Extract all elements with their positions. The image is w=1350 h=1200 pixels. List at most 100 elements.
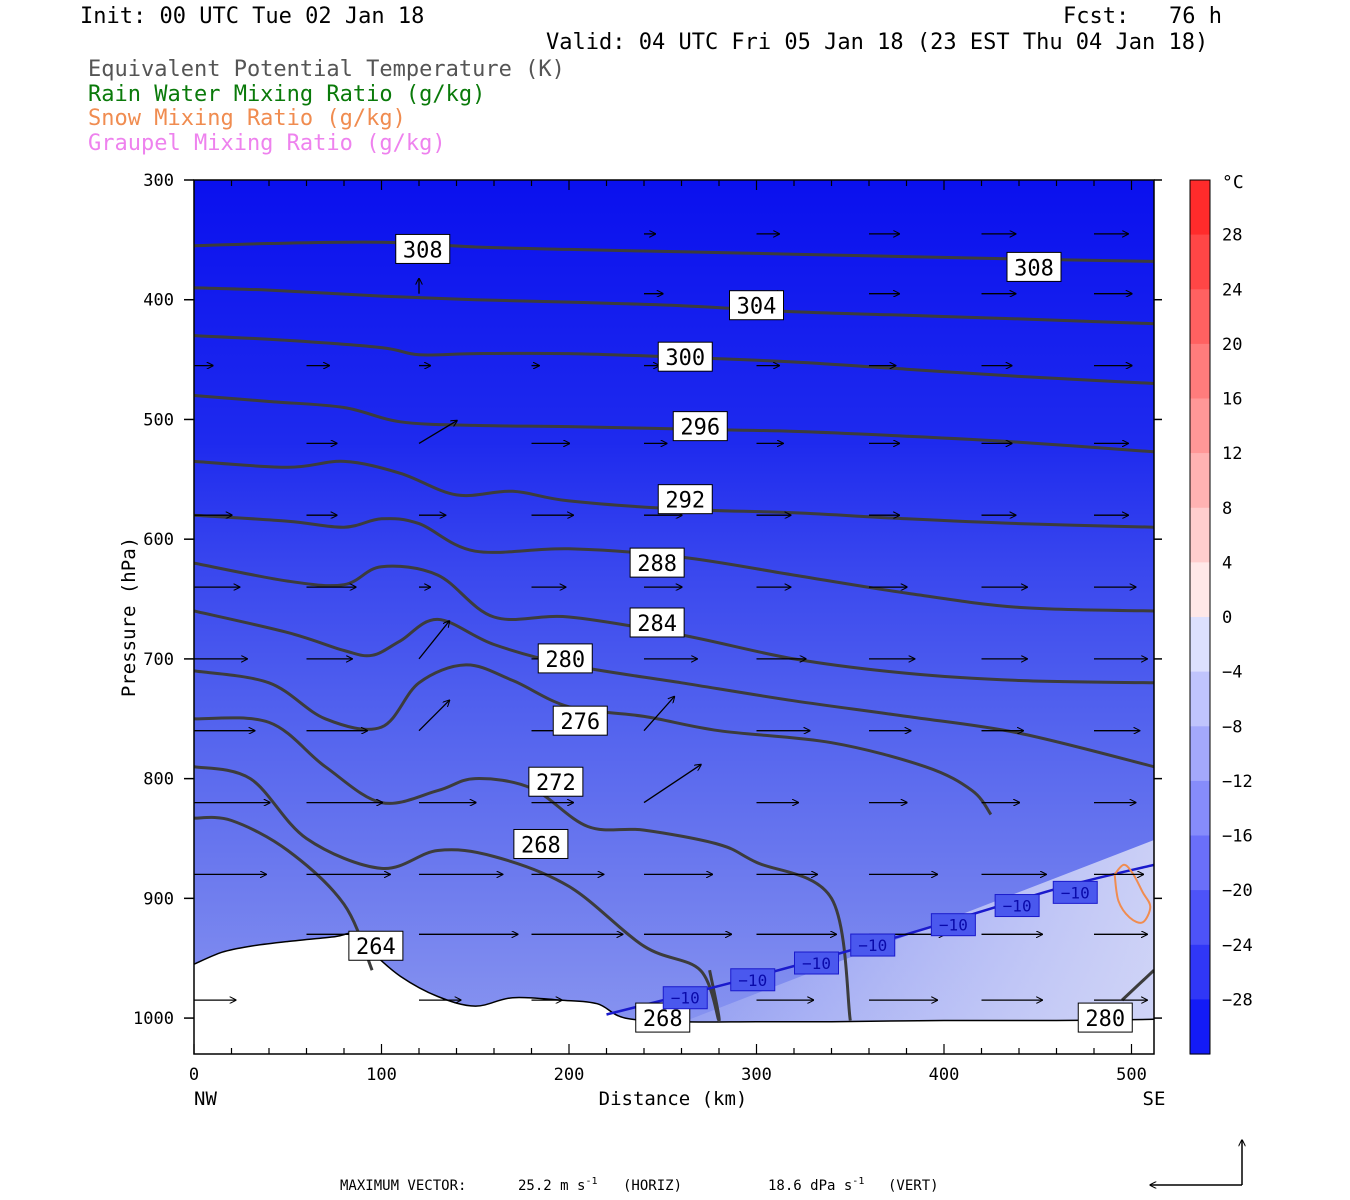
theta-e-label-box [348,930,404,961]
x-tick-label: 0 [189,1065,199,1085]
isotherm-label-text: −10 [858,936,887,955]
footer-horiz-value: 25.2 m s-1 [518,1176,597,1194]
colorbar-label: 20 [1222,335,1242,355]
theta-e-label: 284 [629,607,685,638]
y-tick-label: 700 [143,650,174,670]
colorbar-swatch [1190,726,1210,782]
theta-e-contour-268 [194,765,721,1022]
theta-e-contour-288 [194,513,1154,613]
y-tick-label: 900 [143,889,174,909]
theta-e-contour-300 [194,334,1154,385]
theta-e-label-box [629,547,685,578]
x-tick-label: 300 [741,1065,772,1085]
colorbar-label: −4 [1222,663,1242,683]
theta-e-label: 296 [672,411,728,442]
isotherm-label-text: −10 [671,989,700,1008]
theta-e-label-text: 280 [545,648,585,673]
colorbar-swatch [1190,944,1210,1000]
colorbar-label: 12 [1222,444,1242,464]
colorbar-label: 4 [1222,553,1232,573]
theta-e-label-text: 296 [680,416,720,441]
colorbar-swatch [1190,180,1210,236]
theta-e-label: 304 [729,290,784,321]
y-tick-label: 400 [143,291,174,311]
wind-vector [643,765,701,804]
isotherm-label: −10 [794,951,839,975]
plot-frame [193,179,1155,1055]
theta-e-label-box [537,643,593,674]
isotherm-label-box [930,913,976,937]
y-tick-label: 500 [143,410,174,430]
terrain-outline [193,932,1155,1023]
theta-e-label-text: 284 [637,612,677,637]
colorbar-swatch [1190,289,1210,345]
isotherm-label: −10 [850,933,896,957]
snow-contour-line [1113,863,1152,924]
theta-e-contour-304 [194,286,1154,326]
isotherm-label: −10 [662,986,708,1010]
colorbar-label: 28 [1222,226,1242,246]
wind-vector [418,700,449,732]
contour-labels: 308 308 304 300 296 292 288 284 280 276 272 268 264 2… [348,233,1133,1033]
forecast-hour: Fcst: 76 h [1063,4,1222,29]
colorbar-swatch [1190,780,1210,837]
theta-e-label: 308 [395,233,451,264]
colorbar-swatch [1190,562,1210,618]
colorbar-label: 24 [1222,280,1242,300]
theta-e-label: 280 [537,643,593,674]
theta-e-label-text: 264 [356,935,396,960]
isotherm-label-text: −10 [802,954,831,973]
theta-e-label: 280 [1077,1002,1133,1033]
theta-e-label: 308 [1006,251,1062,282]
x-tick-label: 100 [366,1065,397,1085]
y-tick-label: 1000 [133,1009,174,1029]
theta-e-contour-264 [194,815,374,971]
wind-vector [643,697,674,732]
legend-snow: Snow Mixing Ratio (g/kg) [88,106,406,131]
theta-e-label-box [1006,251,1062,282]
colorbar-swatch [1190,453,1210,509]
x-left-end-label: NW [194,1088,217,1110]
theta-e-label: 292 [657,484,713,515]
colorbar-label: 8 [1222,499,1232,519]
theta-e-contour-284 [194,561,1154,685]
theta-e-label-box [528,766,584,797]
footer-vert-tag: (VERT) [888,1178,939,1194]
footer-horiz-tag: (HORIZ) [623,1178,682,1194]
x-tick-label: 400 [929,1065,960,1085]
theta-e-contours [194,240,1154,1022]
colorbar-label: −20 [1222,881,1253,901]
isotherm-label-text: −10 [1061,883,1090,902]
legend-rain: Rain Water Mixing Ratio (g/kg) [88,82,486,107]
colorbar-label: −24 [1222,936,1253,956]
theta-e-label-text: 304 [737,295,777,320]
isotherm-labels: −10 −10 −10 −10 −10 −10 −10 [662,880,1098,1010]
theta-e-label-box [513,828,569,859]
theta-e-label-box [1077,1002,1133,1033]
colorbar-label: −28 [1222,990,1253,1010]
colorbar-label: −8 [1222,717,1242,737]
colorbar-label: −16 [1222,827,1253,847]
theta-e-label-box [657,484,713,515]
colorbar-label: −12 [1222,772,1253,792]
theta-e-label: 272 [528,766,584,797]
colorbar-swatch [1190,671,1210,727]
theta-e-label-text: 308 [403,238,443,263]
theta-e-contour-276 [194,663,993,816]
wind-vector [418,621,449,660]
snow-contour [1113,863,1152,924]
y-axis-title: Pressure (hPa) [118,537,140,697]
theta-e-label-text: 268 [643,1007,683,1032]
footer-label: MAXIMUM VECTOR: [340,1178,466,1194]
theta-e-label-text: 268 [521,833,561,858]
footer-vert-value: 18.6 dPa s-1 [768,1176,864,1194]
isotherm-label: −10 [1052,880,1098,904]
colorbar-label: 0 [1222,608,1232,628]
colorbar-swatch [1190,999,1210,1055]
y-tick-label: 600 [143,530,174,550]
terrain-mask [194,933,1154,1054]
theta-e-label-box [672,411,728,442]
theta-e-label: 264 [348,930,404,961]
theta-e-label: 276 [552,705,608,736]
